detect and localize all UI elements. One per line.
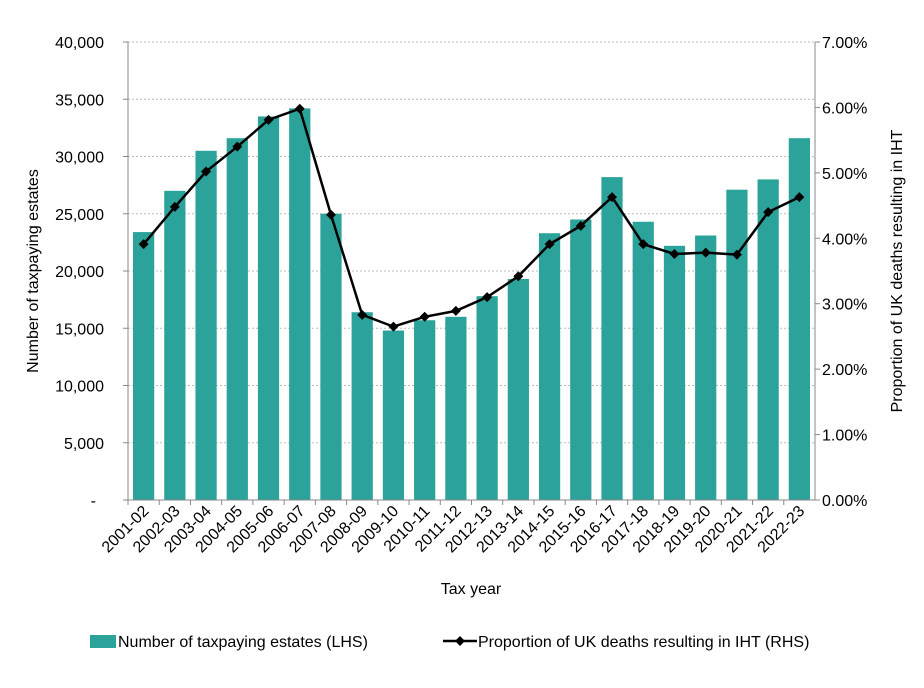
bar-2002-03 <box>164 190 186 500</box>
line-point-2015-16 <box>575 220 586 231</box>
line-point-2009-10 <box>388 321 399 332</box>
y2-tick-label: 2.00% <box>822 362 867 379</box>
y2-tick-label: 3.00% <box>822 297 867 314</box>
line-point-2016-17 <box>607 192 618 203</box>
y-tick-label: 35,000 <box>55 92 104 109</box>
bar-2006-07 <box>289 108 311 500</box>
bar-2021-22 <box>757 179 779 500</box>
line-point-2022-23 <box>794 192 805 203</box>
legend: Number of taxpaying estates (LHS) Propor… <box>90 634 809 651</box>
y-tick-label: 20,000 <box>55 264 104 281</box>
y2-tick-label: 7.00% <box>822 35 867 52</box>
bar-2018-19 <box>663 245 686 500</box>
proportion-line <box>142 107 800 328</box>
bar-2010-11 <box>414 320 436 500</box>
bar-2008-09 <box>351 312 373 500</box>
legend-marker <box>455 636 465 646</box>
line-point-2006-07 <box>294 103 305 114</box>
bar-2017-18 <box>632 221 654 500</box>
y-tick-label: 40,000 <box>55 35 104 52</box>
line-point-2017-18 <box>638 239 649 250</box>
line-point-2013-14 <box>513 271 524 282</box>
bar-2004-05 <box>226 138 248 500</box>
y-tick-label: 5,000 <box>64 436 104 453</box>
line-point-2001-02 <box>138 239 149 250</box>
y-tick-label: 15,000 <box>55 321 104 338</box>
line-point-2018-19 <box>669 248 680 259</box>
bar-2014-15 <box>538 233 561 500</box>
bar-2001-02 <box>132 232 155 500</box>
line-point-2005-06 <box>263 114 274 125</box>
bar-2007-08 <box>320 213 342 500</box>
bar-2019-20 <box>695 235 717 500</box>
line-point-2011-12 <box>450 305 461 316</box>
line-point-2002-03 <box>169 201 180 212</box>
line-point-2007-08 <box>325 209 336 220</box>
bar-2012-13 <box>476 296 498 500</box>
y2-tick-label: 6.00% <box>822 100 867 117</box>
line-point-2004-05 <box>232 141 243 152</box>
legend-label-line: Proportion of UK deaths resulting in IHT… <box>478 634 809 651</box>
line-point-2012-13 <box>482 292 493 303</box>
bar-2009-10 <box>382 330 405 500</box>
legend-swatch-bars <box>90 635 116 648</box>
x-axis-label: Tax year <box>441 581 502 598</box>
y-tick-label: 25,000 <box>55 207 104 224</box>
y2-tick-label: 0.00% <box>822 493 867 510</box>
y2-tick-label: 5.00% <box>822 166 867 183</box>
y-tick-label: 10,000 <box>55 379 104 396</box>
line-point-2020-21 <box>731 249 742 260</box>
bar-2011-12 <box>445 316 467 500</box>
line-point-2008-09 <box>357 309 368 320</box>
line-point-2021-22 <box>763 207 774 218</box>
bar-2005-06 <box>257 116 280 501</box>
bar-2016-17 <box>601 177 623 501</box>
legend-label-bars: Number of taxpaying estates (LHS) <box>118 634 368 651</box>
line-point-2003-04 <box>201 166 212 177</box>
bar-2013-14 <box>507 279 529 500</box>
bar-2003-04 <box>195 150 217 500</box>
y2-tick-label: 4.00% <box>822 231 867 248</box>
y-tick-label: 30,000 <box>55 150 104 167</box>
line-point-2010-11 <box>419 311 430 322</box>
bar-2022-23 <box>788 138 811 500</box>
y2-axis-label: Proportion of UK deaths resulting in IHT <box>889 129 906 412</box>
bar-2020-21 <box>726 189 748 500</box>
line-point-2019-20 <box>700 247 711 258</box>
y2-tick-label: 1.00% <box>822 428 867 445</box>
y-tick-label: - <box>91 493 96 510</box>
bar-2015-16 <box>570 219 592 500</box>
line-point-2014-15 <box>544 239 555 250</box>
y-axis-label: Number of taxpaying estates <box>25 169 42 373</box>
